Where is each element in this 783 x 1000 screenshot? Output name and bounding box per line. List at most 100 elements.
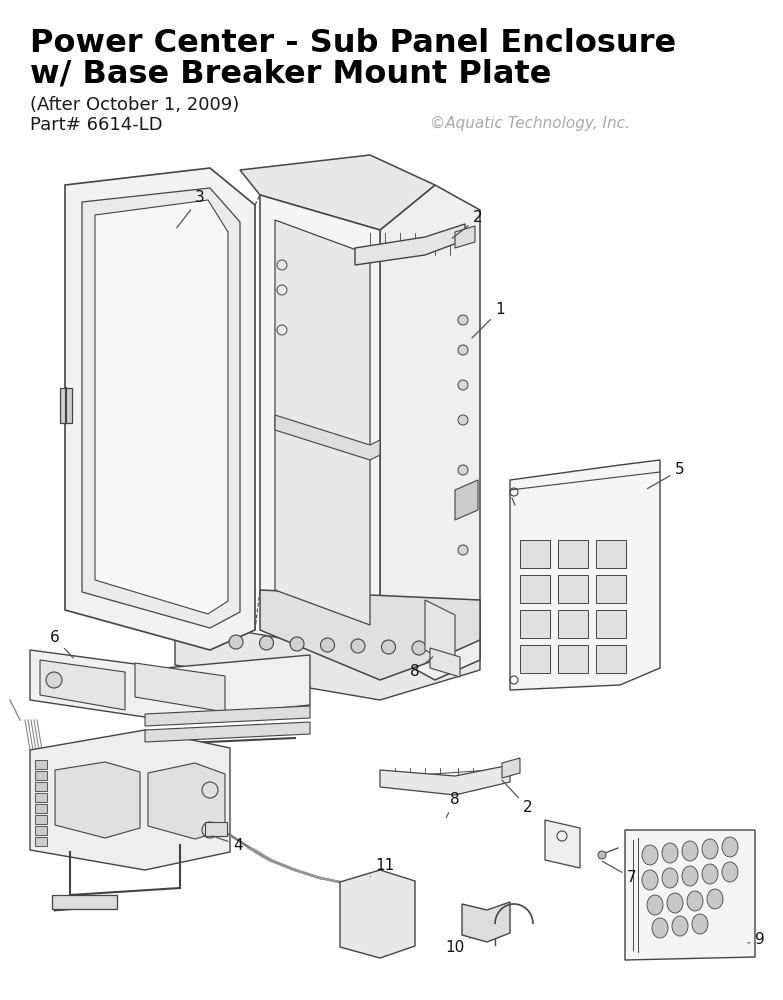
- Text: w/ Base Breaker Mount Plate: w/ Base Breaker Mount Plate: [30, 58, 551, 89]
- Text: (After October 1, 2009): (After October 1, 2009): [30, 96, 240, 114]
- Polygon shape: [545, 820, 580, 868]
- Polygon shape: [502, 758, 520, 778]
- Ellipse shape: [672, 916, 688, 936]
- Bar: [35, 793, 47, 802]
- Polygon shape: [355, 224, 465, 265]
- Ellipse shape: [642, 845, 658, 865]
- Circle shape: [412, 641, 426, 655]
- Polygon shape: [148, 763, 225, 839]
- Bar: [35, 837, 47, 846]
- Circle shape: [458, 315, 468, 325]
- Text: 7: 7: [602, 861, 637, 886]
- Polygon shape: [65, 168, 255, 650]
- Text: 6: 6: [50, 631, 73, 658]
- Polygon shape: [82, 188, 240, 628]
- Text: 11: 11: [370, 858, 395, 876]
- Ellipse shape: [647, 895, 663, 915]
- Circle shape: [229, 635, 243, 649]
- Text: 3: 3: [177, 190, 205, 228]
- Polygon shape: [55, 762, 140, 838]
- Polygon shape: [240, 155, 435, 230]
- Ellipse shape: [722, 837, 738, 857]
- Bar: [520, 540, 550, 568]
- Circle shape: [320, 638, 334, 652]
- Bar: [596, 610, 626, 638]
- Circle shape: [458, 380, 468, 390]
- Polygon shape: [145, 722, 310, 742]
- Bar: [596, 540, 626, 568]
- Polygon shape: [30, 730, 230, 870]
- Ellipse shape: [702, 839, 718, 859]
- Polygon shape: [275, 415, 380, 460]
- Circle shape: [381, 640, 395, 654]
- Bar: [596, 575, 626, 603]
- Bar: [52, 895, 117, 909]
- Polygon shape: [275, 220, 370, 625]
- Polygon shape: [340, 870, 415, 958]
- Bar: [35, 782, 47, 791]
- Bar: [205, 822, 227, 836]
- Ellipse shape: [682, 866, 698, 886]
- Ellipse shape: [642, 870, 658, 890]
- Polygon shape: [455, 226, 475, 248]
- Polygon shape: [260, 590, 480, 680]
- Bar: [35, 804, 47, 813]
- Circle shape: [290, 637, 304, 651]
- Polygon shape: [145, 706, 310, 726]
- Polygon shape: [430, 648, 460, 677]
- Ellipse shape: [687, 891, 703, 911]
- Polygon shape: [462, 902, 510, 942]
- Polygon shape: [30, 650, 310, 720]
- Bar: [596, 645, 626, 673]
- Text: 10: 10: [446, 938, 470, 956]
- Ellipse shape: [707, 889, 723, 909]
- Circle shape: [458, 345, 468, 355]
- Polygon shape: [380, 185, 480, 680]
- Polygon shape: [175, 620, 480, 700]
- Text: 2: 2: [502, 780, 532, 816]
- Bar: [35, 826, 47, 835]
- Text: 8: 8: [410, 657, 433, 680]
- Circle shape: [46, 672, 62, 688]
- Text: Part# 6614-LD: Part# 6614-LD: [30, 116, 163, 134]
- Polygon shape: [425, 600, 455, 665]
- Circle shape: [259, 636, 273, 650]
- Ellipse shape: [692, 914, 708, 934]
- Polygon shape: [135, 663, 225, 712]
- Circle shape: [458, 545, 468, 555]
- Polygon shape: [510, 460, 660, 690]
- Ellipse shape: [722, 862, 738, 882]
- Bar: [35, 771, 47, 780]
- Polygon shape: [380, 765, 510, 795]
- Bar: [35, 815, 47, 824]
- Ellipse shape: [702, 864, 718, 884]
- Text: 8: 8: [446, 792, 460, 818]
- Text: 1: 1: [472, 302, 505, 338]
- Bar: [520, 610, 550, 638]
- Bar: [558, 645, 588, 673]
- Text: ©Aquatic Technology, Inc.: ©Aquatic Technology, Inc.: [430, 116, 630, 131]
- Bar: [35, 760, 47, 769]
- Text: 5: 5: [648, 462, 685, 489]
- Bar: [558, 610, 588, 638]
- Bar: [558, 575, 588, 603]
- Text: 2: 2: [452, 211, 483, 238]
- Circle shape: [458, 415, 468, 425]
- Polygon shape: [40, 660, 125, 710]
- Ellipse shape: [652, 918, 668, 938]
- Circle shape: [458, 465, 468, 475]
- Bar: [60, 388, 72, 423]
- Polygon shape: [95, 200, 228, 614]
- Polygon shape: [625, 830, 755, 960]
- Text: Power Center - Sub Panel Enclosure: Power Center - Sub Panel Enclosure: [30, 28, 677, 59]
- Polygon shape: [455, 480, 478, 520]
- Circle shape: [351, 639, 365, 653]
- Text: 4: 4: [213, 836, 243, 852]
- Ellipse shape: [662, 868, 678, 888]
- Circle shape: [598, 851, 606, 859]
- Circle shape: [458, 505, 468, 515]
- Ellipse shape: [682, 841, 698, 861]
- Ellipse shape: [662, 843, 678, 863]
- Ellipse shape: [667, 893, 683, 913]
- Bar: [520, 575, 550, 603]
